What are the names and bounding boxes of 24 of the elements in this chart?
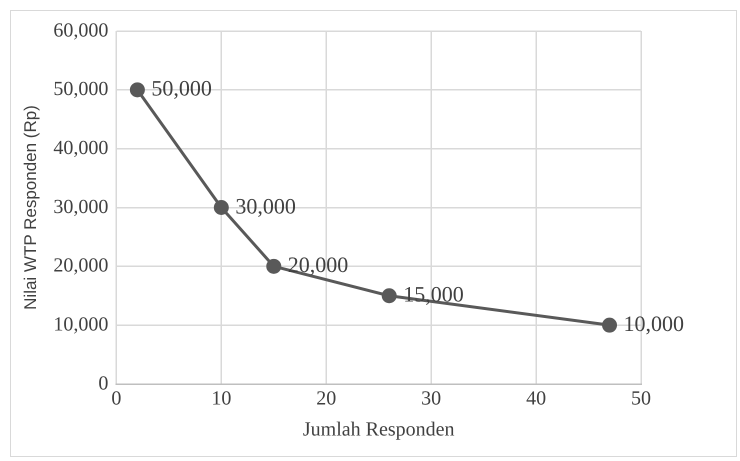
point: [382, 288, 397, 304]
y-tick-label: 60,000: [53, 19, 108, 42]
y-axis-title: Nilai WTP Responden (Rp): [20, 105, 40, 310]
data-label: 30,000: [235, 193, 296, 218]
y-tick-label: 30,000: [53, 196, 108, 218]
x-tick-label: 30: [421, 387, 442, 410]
x-tick-label: 50: [631, 387, 651, 410]
point: [130, 82, 145, 98]
y-tick-label: 50,000: [53, 78, 108, 100]
data-label: 20,000: [288, 252, 348, 278]
y-tick-label: 0: [98, 372, 108, 394]
data-label: 10,000: [624, 310, 684, 336]
data-label: 50,000: [151, 76, 212, 101]
x-tick-label: 40: [526, 387, 546, 410]
point: [214, 200, 229, 215]
point: [266, 258, 282, 274]
point: [602, 318, 618, 333]
data-label: 15,000: [403, 282, 464, 307]
y-tick-label: 40,000: [53, 136, 108, 159]
y-tick-label: 20,000: [53, 254, 108, 277]
x-tick-label: 10: [211, 387, 232, 410]
x-tick-label: 20: [316, 387, 336, 410]
x-axis-title: Jumlah Responden: [302, 418, 455, 440]
y-tick-label: 10,000: [53, 313, 108, 336]
